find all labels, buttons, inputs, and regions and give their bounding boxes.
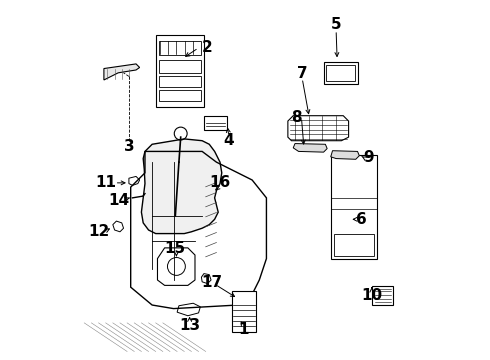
Text: 9: 9 — [363, 150, 373, 165]
Text: 17: 17 — [201, 275, 222, 290]
Text: 14: 14 — [109, 193, 130, 207]
Text: 8: 8 — [292, 110, 302, 125]
FancyBboxPatch shape — [156, 35, 204, 107]
Polygon shape — [104, 64, 140, 80]
Text: 16: 16 — [209, 175, 231, 190]
Text: 6: 6 — [356, 212, 367, 227]
FancyBboxPatch shape — [159, 90, 201, 102]
Polygon shape — [331, 151, 359, 159]
FancyBboxPatch shape — [159, 60, 201, 73]
Text: 7: 7 — [297, 66, 307, 81]
FancyBboxPatch shape — [372, 287, 393, 305]
FancyBboxPatch shape — [232, 291, 256, 332]
Text: 11: 11 — [95, 175, 116, 190]
Polygon shape — [293, 144, 327, 152]
Text: 1: 1 — [238, 322, 248, 337]
FancyBboxPatch shape — [204, 116, 227, 130]
FancyBboxPatch shape — [323, 62, 358, 84]
Polygon shape — [142, 139, 222, 234]
Text: 5: 5 — [331, 17, 342, 32]
Text: 2: 2 — [202, 40, 213, 55]
Text: 12: 12 — [89, 224, 110, 239]
Text: 4: 4 — [223, 133, 234, 148]
Text: 15: 15 — [165, 241, 186, 256]
FancyBboxPatch shape — [326, 65, 355, 81]
FancyBboxPatch shape — [159, 41, 201, 55]
FancyBboxPatch shape — [334, 234, 374, 256]
FancyBboxPatch shape — [159, 76, 201, 87]
Text: 10: 10 — [361, 288, 382, 302]
FancyBboxPatch shape — [331, 155, 377, 258]
Text: 13: 13 — [179, 318, 200, 333]
Text: 3: 3 — [123, 139, 134, 154]
